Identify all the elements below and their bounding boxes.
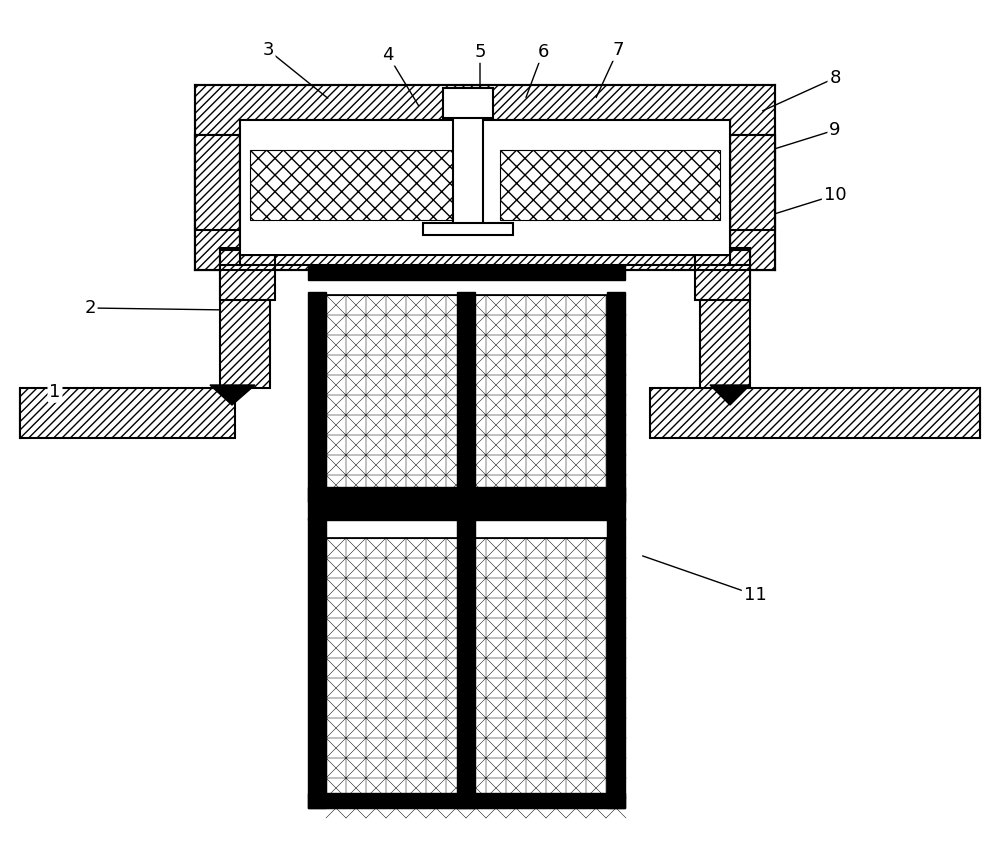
Bar — [326, 295, 607, 490]
Bar — [308, 518, 326, 808]
Bar — [308, 292, 326, 502]
Bar — [730, 135, 775, 230]
Bar — [241, 121, 729, 254]
Text: 8: 8 — [829, 69, 841, 87]
Text: 2: 2 — [84, 299, 96, 317]
Bar — [220, 250, 275, 300]
Bar — [308, 487, 625, 502]
Bar — [607, 292, 625, 502]
Polygon shape — [710, 385, 750, 405]
Bar — [326, 538, 607, 808]
Bar — [195, 85, 775, 270]
Bar — [700, 248, 750, 388]
Bar — [695, 155, 730, 255]
Bar — [650, 388, 980, 438]
Text: 9: 9 — [829, 121, 841, 139]
Text: 1: 1 — [49, 383, 61, 401]
Bar — [220, 248, 270, 388]
Bar — [695, 250, 750, 300]
Text: 6: 6 — [537, 43, 549, 61]
Bar — [240, 155, 275, 255]
Bar — [710, 135, 775, 270]
Text: 4: 4 — [382, 46, 394, 64]
Bar — [457, 518, 475, 808]
Bar — [308, 265, 625, 280]
Bar — [443, 88, 493, 118]
Text: 11: 11 — [744, 586, 766, 604]
Polygon shape — [210, 385, 255, 405]
Bar — [500, 150, 720, 220]
Text: 5: 5 — [474, 43, 486, 61]
Bar — [607, 518, 625, 808]
Bar — [453, 88, 483, 230]
Bar — [195, 135, 240, 230]
Bar — [326, 538, 607, 808]
Text: 10: 10 — [824, 186, 846, 204]
Bar — [326, 295, 607, 490]
Bar — [308, 793, 625, 808]
Bar — [250, 150, 465, 220]
Text: 7: 7 — [612, 41, 624, 59]
Bar — [423, 223, 513, 235]
Bar — [457, 292, 475, 502]
Text: 3: 3 — [262, 41, 274, 59]
Bar — [240, 120, 730, 255]
Bar — [195, 135, 260, 270]
Bar — [308, 502, 625, 520]
Bar — [20, 388, 235, 438]
